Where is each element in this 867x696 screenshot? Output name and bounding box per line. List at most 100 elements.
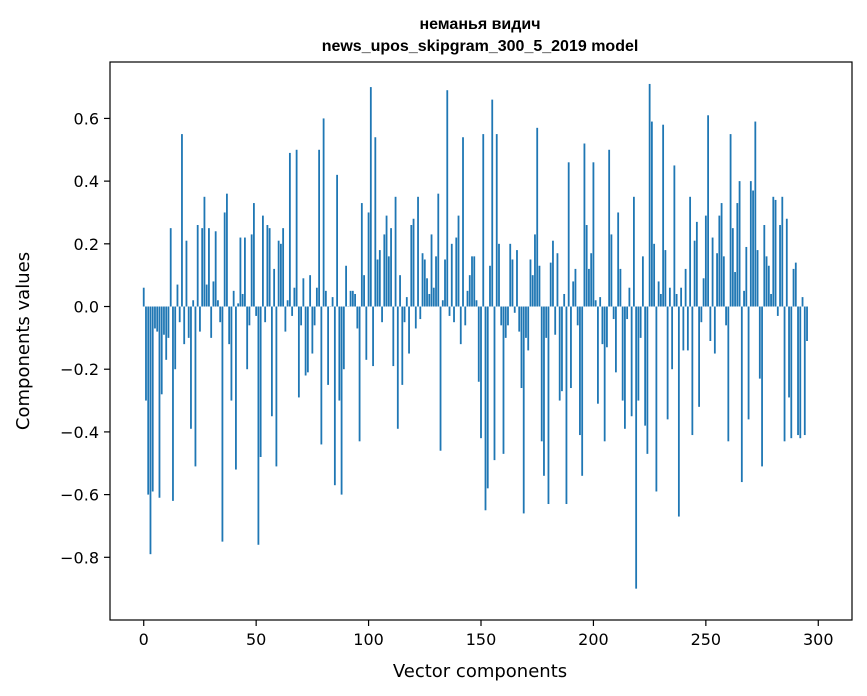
bar-120 (412, 218, 415, 307)
bar-33 (217, 300, 219, 307)
bar-105 (378, 250, 381, 307)
bar-281 (774, 199, 777, 307)
bar-36 (223, 212, 226, 307)
bar-157 (495, 134, 498, 307)
bar-28 (205, 284, 208, 307)
bar-239 (680, 287, 683, 307)
bar-78 (318, 149, 321, 307)
bar-98 (363, 275, 365, 307)
bar-18 (183, 306, 186, 345)
bar-115 (401, 306, 404, 385)
bar-192 (574, 268, 577, 307)
bar-113 (396, 306, 399, 429)
bar-103 (374, 137, 377, 307)
bar-81 (324, 290, 327, 307)
bar-93 (351, 290, 354, 307)
bar-97 (360, 203, 363, 307)
bar-12 (169, 228, 172, 307)
bar-56 (268, 228, 271, 307)
bar-88 (340, 306, 343, 495)
bar-214 (624, 306, 626, 429)
y-tick-label: 0.4 (74, 172, 99, 191)
bar-38 (228, 306, 231, 345)
bar-178 (543, 306, 545, 476)
bar-210 (615, 306, 617, 373)
bar-204 (601, 306, 604, 345)
bar-161 (504, 306, 507, 338)
bar-23 (194, 306, 197, 467)
bar-123 (419, 306, 422, 320)
bar-273 (756, 250, 759, 307)
bar-255 (716, 253, 718, 307)
x-axis-label: Vector components (393, 661, 567, 682)
y-axis-ticks: −0.8 −0.6 −0.4 −0.2 0.0 0.2 0.4 0.6 (60, 109, 110, 567)
bar-71 (302, 278, 305, 307)
bar-107 (383, 234, 386, 307)
bar-290 (794, 262, 797, 307)
bar-112 (394, 196, 397, 307)
bar-257 (720, 203, 723, 307)
bar-68 (295, 149, 298, 307)
bar-24 (196, 225, 199, 307)
bar-94 (354, 293, 356, 307)
bar-207 (608, 149, 611, 307)
bar-175 (536, 127, 539, 307)
bar-240 (682, 306, 685, 351)
bar-42 (237, 303, 240, 307)
bar-0 (142, 287, 145, 307)
x-tick-label: 100 (353, 630, 384, 649)
bar-47 (248, 306, 251, 326)
bar-74 (309, 275, 312, 307)
bar-294 (803, 306, 806, 436)
bar-73 (306, 306, 309, 373)
bar-189 (567, 162, 570, 307)
bar-221 (639, 306, 642, 338)
bar-45 (244, 237, 246, 307)
bar-4 (151, 306, 154, 492)
bar-77 (315, 287, 318, 307)
bar-158 (498, 243, 500, 307)
bar-27 (203, 196, 206, 307)
bar-201 (594, 300, 597, 307)
bars-group (142, 83, 808, 589)
bar-121 (414, 306, 417, 329)
bar-114 (399, 275, 401, 307)
bar-291 (797, 306, 799, 436)
bar-90 (345, 265, 347, 307)
bar-51 (257, 306, 260, 545)
bar-261 (729, 134, 732, 307)
bar-164 (511, 259, 514, 307)
bar-101 (369, 87, 372, 307)
bar-148 (475, 300, 478, 307)
bar-122 (417, 196, 419, 307)
bar-35 (221, 306, 224, 542)
bar-193 (576, 306, 579, 326)
x-tick-label: 50 (246, 630, 266, 649)
bar-199 (590, 253, 593, 307)
bar-238 (677, 306, 680, 517)
bar-2 (147, 306, 150, 495)
bar-89 (342, 306, 345, 370)
bar-184 (556, 253, 559, 307)
bar-208 (610, 234, 613, 307)
bar-212 (619, 268, 622, 307)
bar-143 (464, 306, 467, 326)
bar-116 (403, 306, 406, 323)
bar-150 (480, 306, 482, 439)
bar-37 (226, 193, 228, 307)
y-axis-label: Components values (13, 252, 34, 430)
bar-219 (635, 306, 638, 589)
bar-79 (320, 306, 323, 445)
bar-213 (621, 306, 624, 401)
bar-188 (565, 306, 568, 505)
bar-70 (300, 306, 303, 326)
y-tick-label: −0.6 (60, 486, 99, 505)
bar-167 (518, 306, 521, 332)
bar-169 (522, 306, 525, 514)
bar-275 (761, 306, 763, 467)
bar-197 (585, 225, 588, 307)
bar-165 (513, 306, 516, 313)
bar-138 (453, 306, 455, 323)
bar-264 (736, 203, 739, 307)
